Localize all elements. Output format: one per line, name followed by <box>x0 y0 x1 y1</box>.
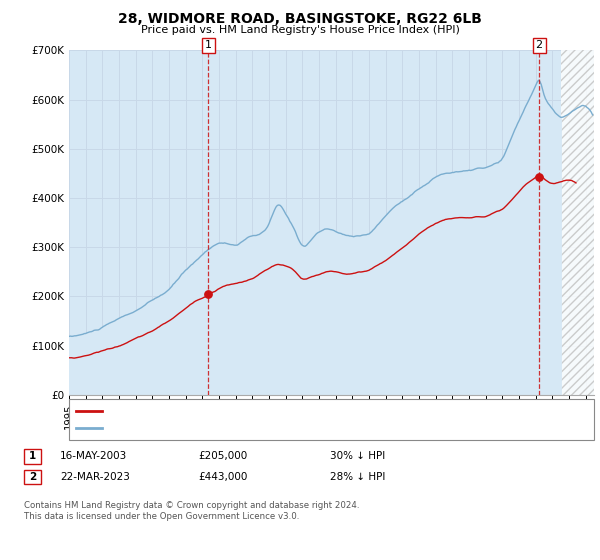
Point <box>203 290 213 298</box>
Text: Contains HM Land Registry data © Crown copyright and database right 2024.
This d: Contains HM Land Registry data © Crown c… <box>24 501 359 521</box>
Text: 16-MAY-2003: 16-MAY-2003 <box>60 451 127 461</box>
Text: 1: 1 <box>205 40 212 50</box>
Point <box>535 172 544 181</box>
Text: 28, WIDMORE ROAD, BASINGSTOKE, RG22 6LB (detached house): 28, WIDMORE ROAD, BASINGSTOKE, RG22 6LB … <box>107 405 437 416</box>
Text: 28% ↓ HPI: 28% ↓ HPI <box>330 472 385 482</box>
Text: 1: 1 <box>29 451 36 461</box>
Bar <box>560 50 594 395</box>
Text: 22-MAR-2023: 22-MAR-2023 <box>60 472 130 482</box>
Text: Price paid vs. HM Land Registry's House Price Index (HPI): Price paid vs. HM Land Registry's House … <box>140 25 460 35</box>
Text: 2: 2 <box>536 40 543 50</box>
Text: 28, WIDMORE ROAD, BASINGSTOKE, RG22 6LB: 28, WIDMORE ROAD, BASINGSTOKE, RG22 6LB <box>118 12 482 26</box>
Text: 30% ↓ HPI: 30% ↓ HPI <box>330 451 385 461</box>
Text: HPI: Average price, detached house, Basingstoke and Deane: HPI: Average price, detached house, Basi… <box>107 423 413 433</box>
Text: £205,000: £205,000 <box>198 451 247 461</box>
Text: £443,000: £443,000 <box>198 472 247 482</box>
Text: 2: 2 <box>29 472 36 482</box>
